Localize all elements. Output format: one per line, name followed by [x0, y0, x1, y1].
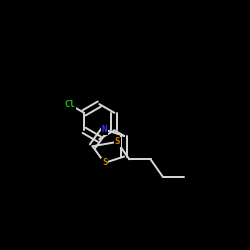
- Text: N: N: [102, 125, 107, 134]
- Text: Cl: Cl: [65, 100, 76, 109]
- Text: S: S: [102, 158, 107, 168]
- Text: S: S: [114, 138, 120, 146]
